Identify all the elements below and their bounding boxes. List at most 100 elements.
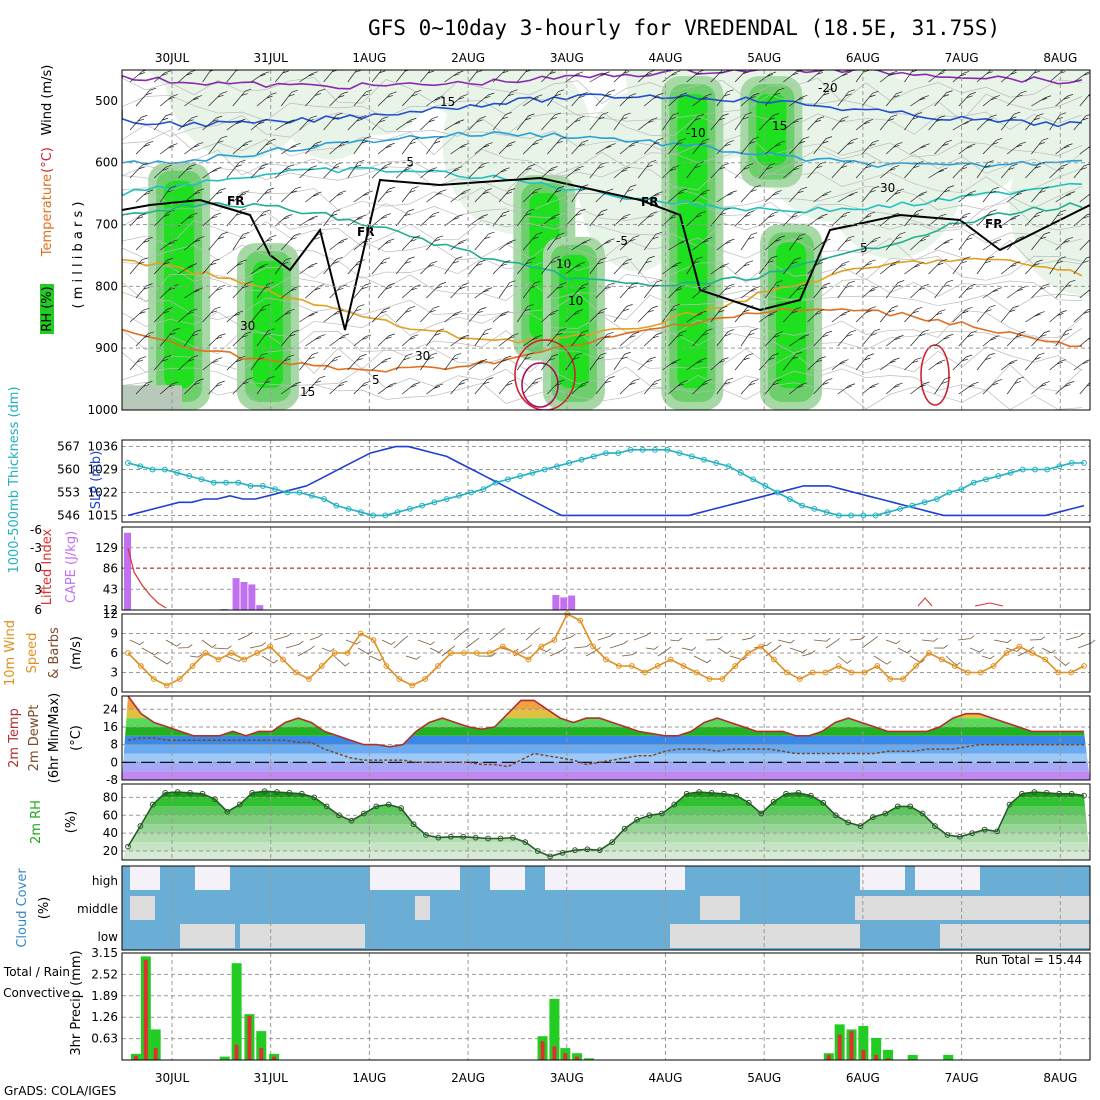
wind-barb <box>958 330 978 347</box>
cloud-gray-low <box>670 924 860 948</box>
wind-speed-point <box>1055 669 1062 676</box>
rh-contour <box>122 237 1083 266</box>
rh-contour-label: 30 <box>240 319 255 333</box>
rh-tick: 80 <box>103 790 118 804</box>
wind-barb <box>837 329 856 347</box>
rh-contour <box>122 93 1083 122</box>
thickness-point <box>627 446 634 453</box>
wind-barb <box>643 231 663 251</box>
rh-point <box>274 789 280 795</box>
date-label-top: 1AUG <box>352 51 386 65</box>
wind-barb <box>885 335 904 347</box>
wind-barb <box>595 188 614 203</box>
thickness-point <box>676 450 683 457</box>
lifted-tick: -3 <box>30 541 42 555</box>
rh-point <box>981 826 988 833</box>
wind-barb <box>153 655 172 665</box>
wind-barb <box>401 186 419 203</box>
wind-barb <box>589 352 607 371</box>
thickness-point <box>1081 460 1087 466</box>
precip-total-bar <box>549 998 560 1060</box>
wind-barb <box>976 209 997 227</box>
thickness-point <box>1032 466 1038 473</box>
temperature-line <box>127 695 1084 748</box>
wind-barb <box>813 136 833 155</box>
thickness-point <box>296 489 303 496</box>
wind-barb <box>734 163 754 179</box>
wind-barb <box>668 138 687 155</box>
wind-barb <box>741 634 756 641</box>
cape-bar <box>124 532 131 610</box>
wind-barb <box>571 140 589 155</box>
wind-barb <box>153 113 172 131</box>
wind-barb <box>377 142 395 155</box>
rh-point <box>149 801 156 808</box>
thickness-point <box>223 479 229 486</box>
rh-point <box>646 812 653 819</box>
date-label-bottom: 3AUG <box>550 1071 584 1085</box>
wind-barb <box>595 376 615 395</box>
wind-barb <box>492 70 509 83</box>
thickness-point <box>958 486 965 493</box>
thickness-point <box>701 456 707 463</box>
wind-barb <box>976 304 996 323</box>
wind-barb <box>159 327 180 347</box>
wind-barb <box>420 261 438 275</box>
rh-point <box>385 801 392 808</box>
wind-barb <box>657 646 672 657</box>
wind-barb <box>861 383 879 395</box>
wind-barb <box>716 89 734 107</box>
wind-barb <box>928 115 946 131</box>
wind-barb <box>813 88 834 107</box>
thickness-point <box>566 460 573 466</box>
rh-point <box>398 805 405 812</box>
thickness-point <box>382 512 389 519</box>
wind-barb <box>395 165 414 179</box>
wind-barb <box>541 309 559 323</box>
rh-point <box>249 790 256 796</box>
wind-speed-point <box>977 669 984 676</box>
wind-barb <box>492 260 511 275</box>
wind-barb <box>837 383 856 395</box>
wind-barb <box>861 139 879 155</box>
wind-speed-point <box>783 669 790 676</box>
wind-barb <box>226 118 246 131</box>
thickness-point <box>149 466 156 473</box>
wind-barb <box>274 308 295 323</box>
wind-barb <box>393 635 409 649</box>
wind-barb <box>541 112 561 131</box>
wind-barb <box>281 143 301 155</box>
thickness-point <box>946 489 953 496</box>
rh-point <box>1006 801 1013 808</box>
wind-barb <box>765 644 782 657</box>
thickness-point <box>725 463 732 470</box>
precip-convective-bar <box>143 959 148 1060</box>
wind-speed-point <box>693 669 700 676</box>
contour-label: FR <box>227 194 244 208</box>
rh-contour <box>122 291 1083 321</box>
wind-speed-point <box>835 663 842 669</box>
wind-barb <box>717 647 732 654</box>
wind-barb <box>1000 359 1018 371</box>
wind-barb <box>498 239 516 251</box>
precip-total-bar <box>943 1054 954 1060</box>
wind-barb <box>498 333 519 347</box>
cape-tick: 12 <box>103 603 118 617</box>
wind-barb <box>153 164 172 179</box>
wind-barb <box>668 239 689 251</box>
cloud-cover-panel: high middle low Cloud Cover (%) <box>15 865 1091 951</box>
wind-barb <box>710 70 726 83</box>
rh-point <box>919 810 926 817</box>
wind-barb <box>1031 231 1051 251</box>
wind-barb <box>686 211 706 227</box>
wind-barb <box>323 256 343 275</box>
wind-barb <box>329 333 350 347</box>
wind-barb <box>783 351 803 371</box>
wind-barb <box>958 92 976 107</box>
temp-tick: 0 <box>110 755 118 769</box>
wind-barb <box>1000 111 1021 131</box>
wind-barb <box>468 358 488 371</box>
thickness-point <box>786 496 793 502</box>
wind-barb <box>571 239 591 251</box>
wind-barb <box>909 655 925 664</box>
